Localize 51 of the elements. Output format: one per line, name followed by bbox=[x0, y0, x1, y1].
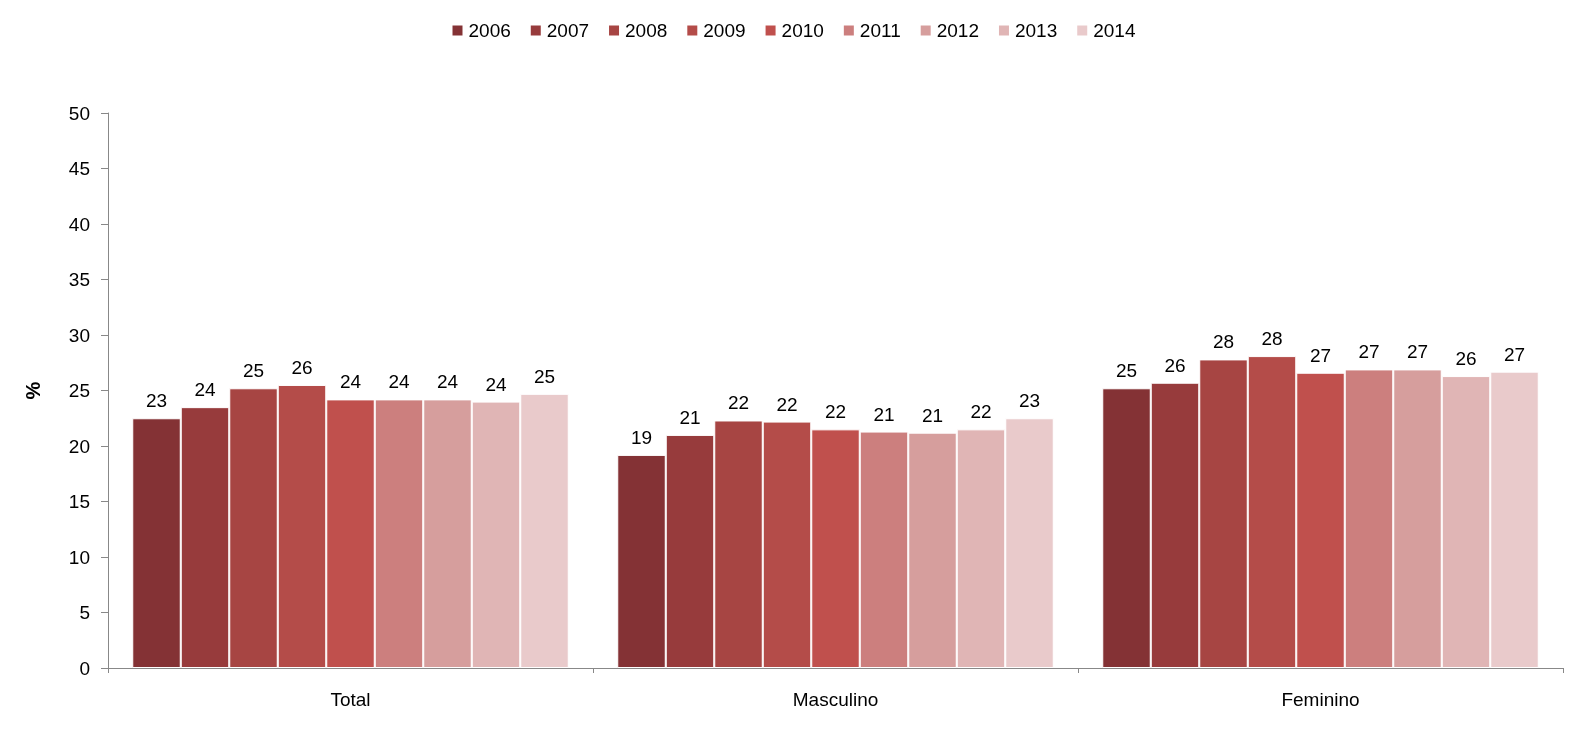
data-label: 25 bbox=[242, 360, 265, 382]
data-label: 24 bbox=[194, 379, 216, 401]
y-tick-label: 0 bbox=[79, 657, 90, 679]
legend-label: 2007 bbox=[546, 20, 590, 41]
y-tick-label: 35 bbox=[68, 269, 90, 290]
data-label: 24 bbox=[388, 371, 410, 393]
legend-label: 2010 bbox=[781, 20, 824, 41]
y-tick-label: 20 bbox=[68, 435, 90, 457]
x-tick-label: Masculino bbox=[792, 689, 879, 710]
data-label: 27 bbox=[1406, 341, 1429, 363]
data-label: 22 bbox=[776, 393, 798, 415]
data-label: 22 bbox=[970, 401, 992, 423]
y-tick-label: 30 bbox=[68, 324, 90, 346]
y-axis-title: % bbox=[22, 381, 44, 400]
legend-label: 2013 bbox=[1014, 20, 1058, 41]
legend-label: 2006 bbox=[468, 20, 511, 41]
data-label: 28 bbox=[1212, 331, 1235, 353]
data-label: 27 bbox=[1503, 343, 1526, 365]
data-label: 21 bbox=[921, 404, 944, 426]
y-tick-label: 45 bbox=[68, 158, 90, 179]
data-label: 27 bbox=[1309, 344, 1332, 366]
data-label: 19 bbox=[630, 426, 653, 448]
data-label: 28 bbox=[1261, 328, 1283, 350]
y-tick-label: 5 bbox=[79, 602, 90, 623]
legend-label: 2011 bbox=[859, 20, 901, 41]
data-label: 26 bbox=[291, 356, 313, 378]
data-label: 21 bbox=[873, 403, 895, 425]
data-label: 26 bbox=[1455, 348, 1477, 370]
legend-label: 2012 bbox=[936, 20, 979, 41]
data-label: 24 bbox=[339, 371, 362, 393]
x-tick-label: Total bbox=[330, 689, 371, 710]
data-label: 27 bbox=[1358, 341, 1380, 363]
y-tick-label: 25 bbox=[68, 380, 90, 401]
x-tick-label: Feminino bbox=[1281, 689, 1360, 710]
y-tick-label: 10 bbox=[68, 546, 90, 568]
legend-label: 2014 bbox=[1093, 20, 1136, 41]
data-label: 21 bbox=[679, 406, 701, 428]
data-label: 22 bbox=[727, 392, 750, 414]
data-label: 24 bbox=[436, 371, 459, 393]
data-label: 23 bbox=[1018, 390, 1041, 412]
legend-label: 2008 bbox=[625, 20, 668, 41]
y-tick-label: 15 bbox=[68, 491, 90, 512]
y-tick-label: 50 bbox=[68, 102, 90, 124]
y-tick-label: 40 bbox=[68, 213, 90, 235]
data-label: 25 bbox=[1115, 360, 1138, 382]
data-label: 23 bbox=[145, 390, 168, 412]
legend-label: 2009 bbox=[703, 20, 746, 41]
data-label: 26 bbox=[1164, 354, 1186, 376]
data-label: 22 bbox=[824, 401, 847, 423]
data-label: 24 bbox=[485, 373, 507, 395]
data-label: 25 bbox=[533, 365, 556, 387]
